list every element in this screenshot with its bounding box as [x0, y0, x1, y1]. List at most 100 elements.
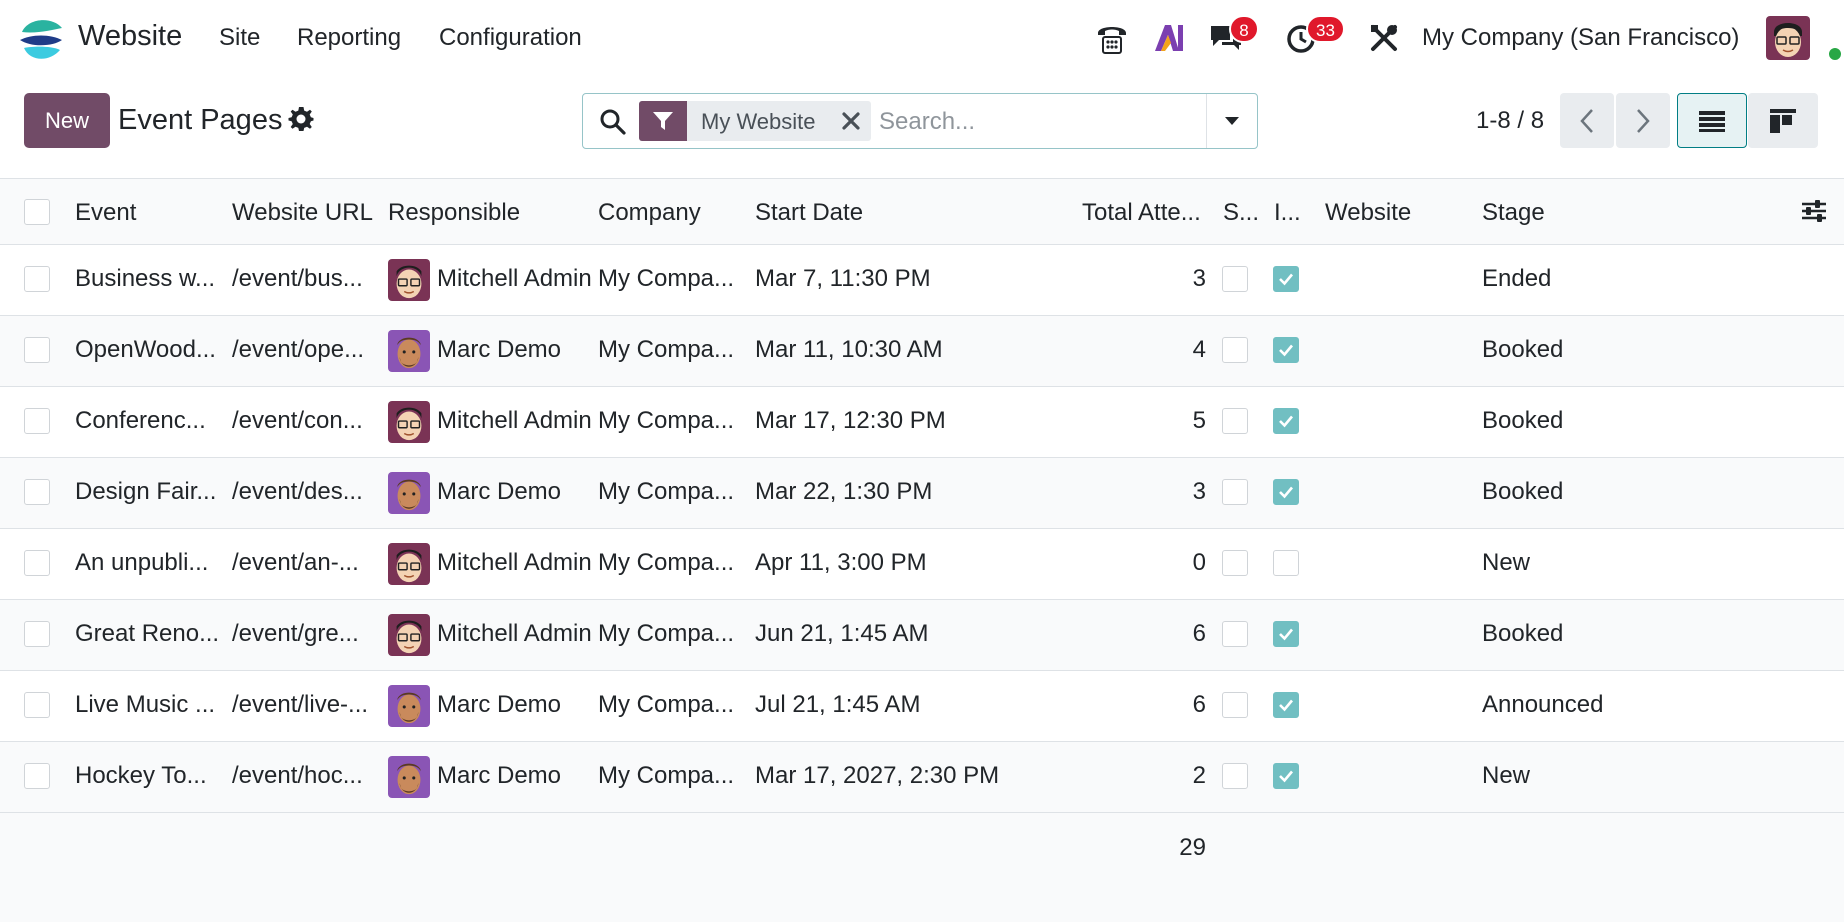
debug-tools-icon[interactable] [1364, 18, 1404, 58]
cell-s-checkbox[interactable] [1222, 337, 1248, 363]
gear-icon[interactable] [288, 106, 314, 132]
row-checkbox[interactable] [24, 266, 50, 292]
table-row[interactable]: Live Music ... /event/live-... Marc Demo… [0, 671, 1844, 742]
cell-event[interactable]: Design Fair... [75, 478, 217, 505]
cell-stage[interactable]: Ended [1482, 265, 1552, 292]
cell-website-url[interactable]: /event/hoc... [232, 762, 363, 789]
cell-event[interactable]: OpenWood... [75, 336, 216, 363]
search-input[interactable] [879, 102, 1199, 142]
header-start-date[interactable]: Start Date [755, 199, 864, 226]
cell-stage[interactable]: Booked [1482, 407, 1564, 434]
kanban-view-button[interactable] [1748, 93, 1818, 148]
cell-total-attendees[interactable]: 4 [1192, 336, 1206, 363]
cell-i-checkbox[interactable] [1273, 337, 1299, 363]
header-i[interactable]: I... [1274, 199, 1301, 226]
cell-s-checkbox[interactable] [1222, 408, 1248, 434]
cell-s-checkbox[interactable] [1222, 479, 1248, 505]
cell-responsible[interactable]: Mitchell Admin [437, 549, 592, 576]
cell-company[interactable]: My Compa... [598, 620, 735, 647]
row-checkbox[interactable] [24, 763, 50, 789]
cell-total-attendees[interactable]: 5 [1192, 407, 1206, 434]
cell-event[interactable]: Hockey To... [75, 762, 207, 789]
cell-event[interactable]: Great Reno... [75, 620, 220, 647]
cell-start-date[interactable]: Mar 17, 12:30 PM [755, 407, 946, 434]
table-row[interactable]: OpenWood... /event/ope... Marc Demo My C… [0, 316, 1844, 387]
cell-i-checkbox[interactable] [1273, 550, 1299, 576]
table-row[interactable]: Design Fair... /event/des... Marc Demo M… [0, 458, 1844, 529]
cell-s-checkbox[interactable] [1222, 692, 1248, 718]
cell-stage[interactable]: Booked [1482, 336, 1564, 363]
menu-site[interactable]: Site [219, 24, 261, 51]
app-name[interactable]: Website [78, 20, 183, 52]
new-button[interactable]: New [24, 93, 110, 148]
row-checkbox[interactable] [24, 550, 50, 576]
cell-total-attendees[interactable]: 3 [1192, 265, 1206, 292]
cell-responsible[interactable]: Mitchell Admin [437, 265, 592, 292]
cell-responsible[interactable]: Marc Demo [437, 762, 562, 789]
cell-start-date[interactable]: Jun 21, 1:45 AM [755, 620, 929, 647]
list-view-button[interactable] [1677, 93, 1747, 148]
search-options-toggle[interactable] [1206, 94, 1257, 148]
header-company[interactable]: Company [598, 199, 701, 226]
table-row[interactable]: An unpubli... /event/an-... Mitchell Adm… [0, 529, 1844, 600]
optional-columns-icon[interactable] [1800, 197, 1828, 225]
cell-responsible[interactable]: Mitchell Admin [437, 407, 592, 434]
company-switcher[interactable]: My Company (San Francisco) [1422, 24, 1740, 51]
cell-responsible[interactable]: Marc Demo [437, 691, 562, 718]
cell-total-attendees[interactable]: 6 [1192, 691, 1206, 718]
table-row[interactable]: Conferenc... /event/con... Mitchell Admi… [0, 387, 1844, 458]
cell-stage[interactable]: Announced [1482, 691, 1604, 718]
cell-company[interactable]: My Compa... [598, 478, 735, 505]
cell-company[interactable]: My Compa... [598, 336, 735, 363]
cell-i-checkbox[interactable] [1273, 763, 1299, 789]
cell-website-url[interactable]: /event/gre... [232, 620, 359, 647]
header-responsible[interactable]: Responsible [388, 199, 521, 226]
cell-s-checkbox[interactable] [1222, 266, 1248, 292]
cell-stage[interactable]: Booked [1482, 478, 1564, 505]
cell-stage[interactable]: Booked [1482, 620, 1564, 647]
cell-website-url[interactable]: /event/an-... [232, 549, 359, 576]
cell-i-checkbox[interactable] [1273, 408, 1299, 434]
cell-total-attendees[interactable]: 2 [1192, 762, 1206, 789]
cell-company[interactable]: My Compa... [598, 549, 735, 576]
cell-start-date[interactable]: Mar 11, 10:30 AM [755, 336, 943, 363]
cell-company[interactable]: My Compa... [598, 691, 735, 718]
cell-start-date[interactable]: Apr 11, 3:00 PM [755, 549, 927, 576]
cell-start-date[interactable]: Mar 17, 2027, 2:30 PM [755, 762, 1000, 789]
cell-responsible[interactable]: Marc Demo [437, 478, 562, 505]
cell-i-checkbox[interactable] [1273, 266, 1299, 292]
user-avatar[interactable] [1766, 16, 1810, 60]
cell-website-url[interactable]: /event/des... [232, 478, 363, 505]
pager-next-button[interactable] [1616, 93, 1670, 148]
row-checkbox[interactable] [24, 479, 50, 505]
search-facet[interactable]: My Website [639, 101, 871, 141]
table-row[interactable]: Hockey To... /event/hoc... Marc Demo My … [0, 742, 1844, 813]
cell-event[interactable]: An unpubli... [75, 549, 209, 576]
cell-stage[interactable]: New [1482, 549, 1531, 576]
cell-event[interactable]: Business w... [75, 265, 216, 292]
cell-i-checkbox[interactable] [1273, 621, 1299, 647]
cell-s-checkbox[interactable] [1222, 621, 1248, 647]
cell-company[interactable]: My Compa... [598, 407, 735, 434]
header-stage[interactable]: Stage [1482, 199, 1545, 226]
menu-configuration[interactable]: Configuration [439, 24, 582, 51]
pager-value[interactable]: 1-8 / 8 [1476, 107, 1545, 134]
header-website[interactable]: Website [1325, 199, 1412, 226]
ai-icon[interactable] [1148, 18, 1188, 58]
cell-total-attendees[interactable]: 6 [1192, 620, 1206, 647]
cell-company[interactable]: My Compa... [598, 265, 735, 292]
cell-total-attendees[interactable]: 0 [1192, 549, 1206, 576]
menu-reporting[interactable]: Reporting [297, 24, 402, 51]
cell-responsible[interactable]: Mitchell Admin [437, 620, 592, 647]
cell-start-date[interactable]: Mar 22, 1:30 PM [755, 478, 933, 505]
cell-i-checkbox[interactable] [1273, 479, 1299, 505]
search-icon[interactable] [599, 108, 627, 136]
close-icon[interactable] [839, 109, 863, 133]
table-row[interactable]: Business w... /event/bus... Mitchell Adm… [0, 245, 1844, 316]
cell-website-url[interactable]: /event/live-... [232, 691, 369, 718]
cell-event[interactable]: Live Music ... [75, 691, 216, 718]
cell-stage[interactable]: New [1482, 762, 1531, 789]
row-checkbox[interactable] [24, 408, 50, 434]
cell-i-checkbox[interactable] [1273, 692, 1299, 718]
header-s[interactable]: S... [1223, 199, 1260, 226]
